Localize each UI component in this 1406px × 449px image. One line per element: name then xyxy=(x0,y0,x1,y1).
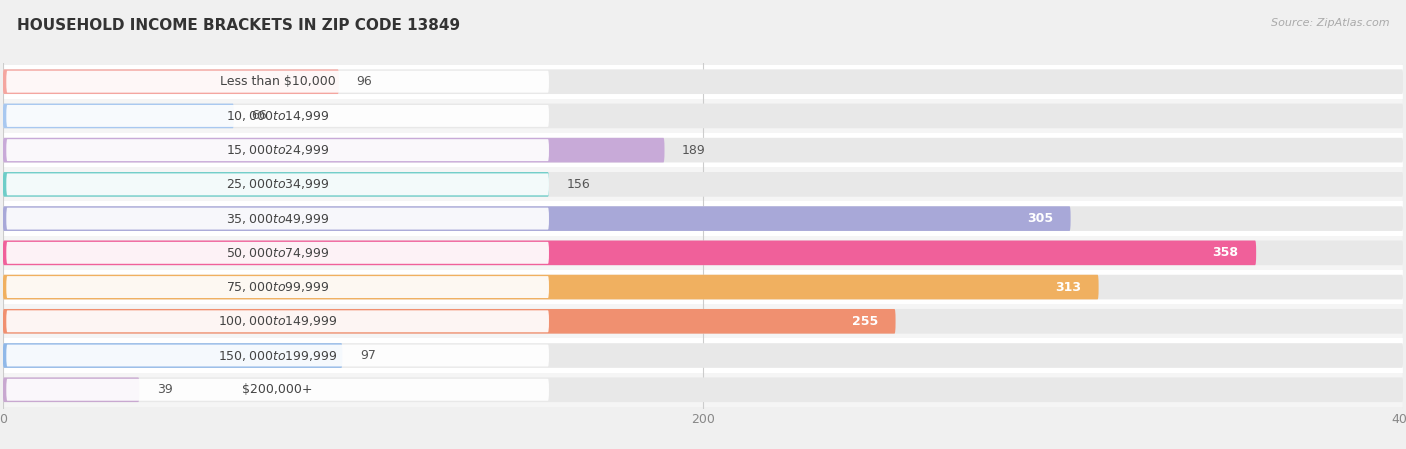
FancyBboxPatch shape xyxy=(0,236,1406,270)
FancyBboxPatch shape xyxy=(6,71,548,92)
Text: $35,000 to $49,999: $35,000 to $49,999 xyxy=(226,211,329,225)
FancyBboxPatch shape xyxy=(3,378,139,402)
FancyBboxPatch shape xyxy=(6,242,548,264)
FancyBboxPatch shape xyxy=(3,69,1403,94)
FancyBboxPatch shape xyxy=(0,167,1406,202)
Text: 305: 305 xyxy=(1026,212,1053,225)
FancyBboxPatch shape xyxy=(6,173,548,195)
FancyBboxPatch shape xyxy=(3,309,1403,334)
FancyBboxPatch shape xyxy=(3,309,896,334)
FancyBboxPatch shape xyxy=(6,344,548,366)
Text: Source: ZipAtlas.com: Source: ZipAtlas.com xyxy=(1271,18,1389,28)
FancyBboxPatch shape xyxy=(3,138,1403,163)
FancyBboxPatch shape xyxy=(3,206,1070,231)
FancyBboxPatch shape xyxy=(3,343,1403,368)
FancyBboxPatch shape xyxy=(3,275,1098,299)
FancyBboxPatch shape xyxy=(6,207,548,229)
FancyBboxPatch shape xyxy=(0,304,1406,339)
Text: 97: 97 xyxy=(360,349,375,362)
Text: 39: 39 xyxy=(157,383,173,396)
FancyBboxPatch shape xyxy=(3,241,1403,265)
FancyBboxPatch shape xyxy=(3,378,1403,402)
Text: $10,000 to $14,999: $10,000 to $14,999 xyxy=(226,109,329,123)
Text: $150,000 to $199,999: $150,000 to $199,999 xyxy=(218,348,337,362)
FancyBboxPatch shape xyxy=(0,99,1406,133)
FancyBboxPatch shape xyxy=(0,339,1406,373)
FancyBboxPatch shape xyxy=(6,310,548,332)
Text: $50,000 to $74,999: $50,000 to $74,999 xyxy=(226,246,329,260)
FancyBboxPatch shape xyxy=(3,138,665,163)
FancyBboxPatch shape xyxy=(3,241,1256,265)
Text: Less than $10,000: Less than $10,000 xyxy=(219,75,336,88)
FancyBboxPatch shape xyxy=(0,202,1406,236)
Text: HOUSEHOLD INCOME BRACKETS IN ZIP CODE 13849: HOUSEHOLD INCOME BRACKETS IN ZIP CODE 13… xyxy=(17,18,460,33)
Text: $100,000 to $149,999: $100,000 to $149,999 xyxy=(218,314,337,328)
Text: $200,000+: $200,000+ xyxy=(242,383,314,396)
Text: $25,000 to $34,999: $25,000 to $34,999 xyxy=(226,177,329,191)
Text: 66: 66 xyxy=(252,110,267,123)
FancyBboxPatch shape xyxy=(3,104,233,128)
FancyBboxPatch shape xyxy=(3,206,1403,231)
FancyBboxPatch shape xyxy=(3,172,1403,197)
Text: 358: 358 xyxy=(1212,247,1239,260)
FancyBboxPatch shape xyxy=(0,373,1406,407)
FancyBboxPatch shape xyxy=(3,104,1403,128)
FancyBboxPatch shape xyxy=(3,275,1403,299)
FancyBboxPatch shape xyxy=(6,105,548,127)
FancyBboxPatch shape xyxy=(0,65,1406,99)
FancyBboxPatch shape xyxy=(6,139,548,161)
Text: 96: 96 xyxy=(356,75,373,88)
FancyBboxPatch shape xyxy=(0,133,1406,167)
Text: 255: 255 xyxy=(852,315,879,328)
FancyBboxPatch shape xyxy=(3,172,548,197)
FancyBboxPatch shape xyxy=(0,270,1406,304)
Text: 189: 189 xyxy=(682,144,706,157)
FancyBboxPatch shape xyxy=(3,69,339,94)
FancyBboxPatch shape xyxy=(3,343,343,368)
Text: $15,000 to $24,999: $15,000 to $24,999 xyxy=(226,143,329,157)
FancyBboxPatch shape xyxy=(6,379,548,401)
Text: 156: 156 xyxy=(567,178,591,191)
FancyBboxPatch shape xyxy=(6,276,548,298)
Text: $75,000 to $99,999: $75,000 to $99,999 xyxy=(226,280,329,294)
Text: 313: 313 xyxy=(1054,281,1081,294)
